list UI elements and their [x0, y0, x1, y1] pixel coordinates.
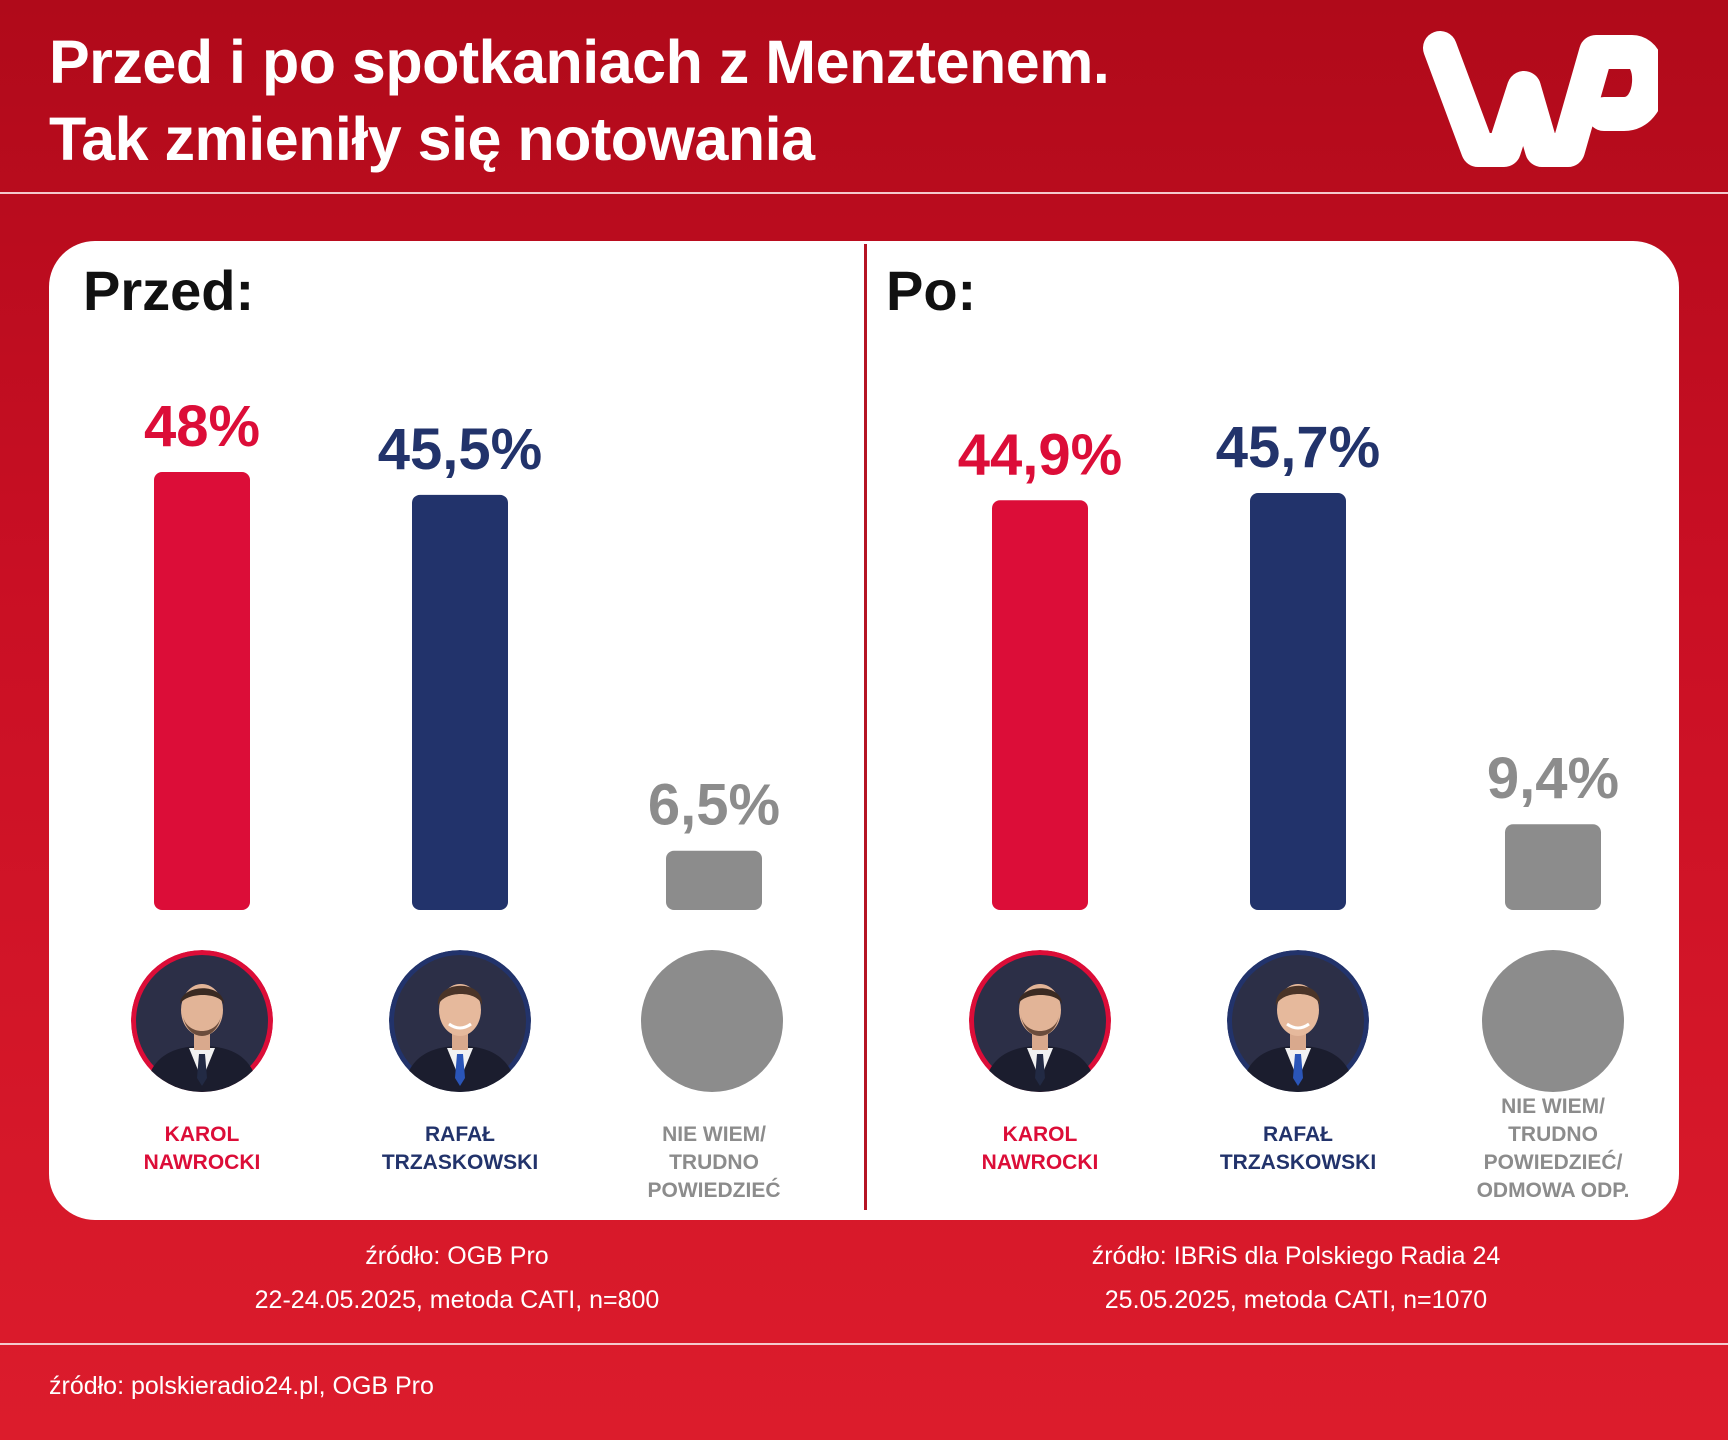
before-label: Przed:	[83, 259, 255, 322]
source-before-line-2: 22-24.05.2025, metoda CATI, n=800	[254, 1286, 660, 1314]
page-title: Przed i po spotkaniach z Menztenem. Tak …	[49, 24, 1110, 178]
value-label-nawrocki-before: 48%	[144, 394, 260, 459]
title-line-1: Przed i po spotkaniach z Menztenem.	[49, 28, 1110, 96]
after-label: Po:	[886, 259, 977, 322]
avatar-nawrocki-before	[131, 950, 273, 1092]
bar-undecided-after	[1505, 824, 1601, 910]
source-after: źródło: IBRiS dla Polskiego Radia 24 25.…	[996, 1234, 1596, 1322]
value-label-undecided-before: 6,5%	[648, 773, 780, 838]
category-label-trzaskowski-before: RAFAŁ TRZASKOWSKI	[381, 1123, 539, 1174]
portrait-nawrocki-icon	[969, 950, 1111, 1092]
avatar-nawrocki-after	[969, 950, 1111, 1092]
header-rule	[0, 192, 1728, 194]
value-label-trzaskowski-after: 45,7%	[1216, 415, 1380, 480]
value-label-nawrocki-after: 44,9%	[958, 422, 1122, 487]
category-label-trzaskowski-after: RAFAŁ TRZASKOWSKI	[1219, 1123, 1377, 1174]
source-after-line-1: źródło: IBRiS dla Polskiego Radia 24	[1091, 1242, 1501, 1270]
portrait-trzaskowski-icon	[389, 950, 531, 1092]
avatar-trzaskowski-before	[389, 950, 531, 1092]
portrait-nawrocki-icon	[131, 950, 273, 1092]
source-before-line-1: źródło: OGB Pro	[365, 1242, 549, 1270]
avatar-undecided-after	[1482, 950, 1624, 1092]
wp-logo	[1423, 31, 1658, 167]
portrait-trzaskowski-icon	[1227, 950, 1369, 1092]
bar-nawrocki-before	[154, 472, 250, 910]
category-label-nawrocki-after: KAROL NAWROCKI	[981, 1123, 1099, 1174]
bar-undecided-before	[666, 850, 762, 910]
bar-nawrocki-after	[992, 500, 1088, 910]
category-label-undecided-before: NIE WIEM/ TRUDNO POWIEDZIEĆ	[647, 1123, 781, 1202]
source-after-line-2: 25.05.2025, metoda CATI, n=1070	[1104, 1286, 1488, 1314]
category-label-nawrocki-before: KAROL NAWROCKI	[143, 1123, 261, 1174]
avatar-undecided-before	[641, 950, 783, 1092]
value-label-trzaskowski-before: 45,5%	[378, 417, 542, 482]
footer-source: źródło: polskieradio24.pl, OGB Pro	[49, 1372, 434, 1400]
panel-divider	[864, 244, 867, 1210]
title-line-2: Tak zmieniły się notowania	[49, 105, 815, 173]
category-label-undecided-after: NIE WIEM/ TRUDNO POWIEDZIEĆ/ ODMOWA ODP.	[1476, 1095, 1630, 1202]
avatar-trzaskowski-after	[1227, 950, 1369, 1092]
footer-rule	[0, 1343, 1728, 1345]
bar-trzaskowski-after	[1250, 492, 1346, 910]
bar-trzaskowski-before	[412, 494, 508, 910]
source-before: źródło: OGB Pro 22-24.05.2025, metoda CA…	[157, 1234, 757, 1322]
value-label-undecided-after: 9,4%	[1487, 746, 1619, 811]
